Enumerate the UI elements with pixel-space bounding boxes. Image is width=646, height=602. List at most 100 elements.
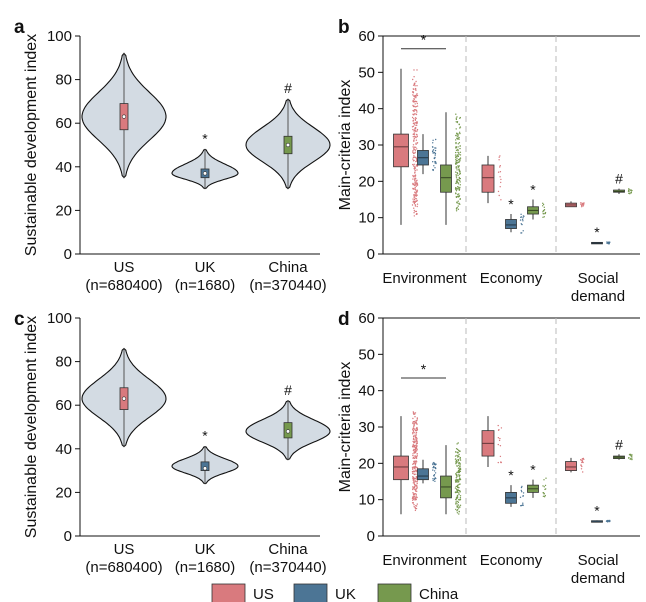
data-point xyxy=(433,478,436,481)
data-point xyxy=(457,456,459,458)
data-point xyxy=(431,146,434,148)
data-point xyxy=(500,427,503,429)
data-point xyxy=(412,435,415,437)
data-point xyxy=(628,192,630,194)
data-point xyxy=(415,471,417,473)
y-tick-label: 50 xyxy=(358,64,375,81)
data-point xyxy=(416,456,418,458)
data-point xyxy=(455,500,457,502)
data-point xyxy=(497,424,499,427)
data-point xyxy=(414,210,416,213)
data-point xyxy=(412,456,415,459)
data-point xyxy=(415,439,417,441)
data-point xyxy=(413,147,415,149)
data-point xyxy=(435,477,437,480)
data-point xyxy=(458,487,460,489)
data-point xyxy=(432,139,434,141)
data-point xyxy=(544,211,547,214)
data-point xyxy=(414,152,416,154)
data-point xyxy=(455,473,457,475)
data-point xyxy=(457,174,459,177)
data-point xyxy=(413,122,416,124)
bracket-label: * xyxy=(421,361,427,377)
data-point xyxy=(412,146,414,148)
data-point xyxy=(456,155,458,157)
data-point xyxy=(455,196,458,199)
data-point xyxy=(414,440,416,443)
box-us xyxy=(393,133,409,168)
data-point xyxy=(413,470,415,472)
legend: US UK China xyxy=(211,583,459,602)
data-point xyxy=(459,497,462,499)
data-point xyxy=(498,194,500,197)
data-point xyxy=(543,209,546,211)
data-point xyxy=(455,496,458,498)
data-point xyxy=(459,504,462,506)
data-point xyxy=(412,104,414,107)
data-point xyxy=(629,193,631,195)
significance-mark: * xyxy=(202,130,208,146)
data-point xyxy=(497,190,500,193)
data-point xyxy=(415,420,417,422)
significance-mark: * xyxy=(508,467,514,483)
data-point xyxy=(457,486,459,489)
data-point xyxy=(416,169,418,171)
data-point xyxy=(416,466,418,469)
data-point xyxy=(628,457,630,459)
data-point xyxy=(455,146,457,148)
data-point xyxy=(456,448,459,451)
data-point xyxy=(416,496,418,499)
data-point xyxy=(412,91,414,93)
data-point xyxy=(581,459,584,461)
data-point xyxy=(415,198,418,200)
y-tick-label: 20 xyxy=(358,455,375,472)
y-tick-label: 10 xyxy=(358,210,375,227)
y-axis-label: Main-criteria index xyxy=(337,362,354,493)
data-point xyxy=(413,504,415,506)
data-point xyxy=(413,496,416,498)
data-point xyxy=(435,463,437,465)
data-point xyxy=(459,186,461,189)
y-tick-label: 40 xyxy=(358,383,375,400)
significance-mark: * xyxy=(530,462,536,478)
data-point xyxy=(416,130,418,132)
data-point xyxy=(607,243,609,245)
data-point xyxy=(415,444,417,447)
data-point xyxy=(416,102,418,105)
data-point xyxy=(458,455,460,458)
data-point xyxy=(414,434,416,436)
data-point xyxy=(433,151,436,154)
data-point xyxy=(580,468,583,470)
y-tick-label: 20 xyxy=(55,484,72,501)
y-tick-label: 0 xyxy=(367,246,375,263)
data-point xyxy=(500,199,502,201)
data-points-china xyxy=(627,188,633,195)
data-point xyxy=(521,504,524,506)
data-point xyxy=(412,440,414,443)
data-point xyxy=(630,457,632,460)
legend-swatch-uk xyxy=(293,583,328,602)
data-point xyxy=(459,157,462,159)
data-points-us xyxy=(497,424,503,464)
data-point xyxy=(456,471,458,474)
data-point xyxy=(499,155,501,157)
data-point xyxy=(581,465,583,468)
data-point xyxy=(498,156,500,158)
data-point xyxy=(415,97,417,99)
box-uk xyxy=(505,219,517,229)
data-point xyxy=(415,200,418,202)
data-point xyxy=(456,169,458,171)
data-point xyxy=(412,128,414,131)
data-point xyxy=(432,479,434,482)
data-point xyxy=(416,148,418,150)
data-point xyxy=(456,172,458,174)
data-point xyxy=(433,157,436,160)
data-point xyxy=(457,155,460,158)
data-point xyxy=(413,195,415,197)
data-point xyxy=(455,174,457,176)
data-point xyxy=(459,170,461,173)
data-point xyxy=(458,123,460,126)
data-point xyxy=(457,471,460,473)
data-point xyxy=(457,133,459,135)
data-point xyxy=(416,448,418,451)
